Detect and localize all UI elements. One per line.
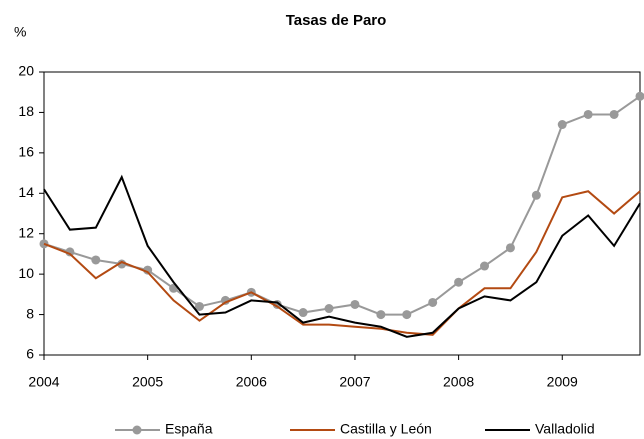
x-tick-label: 2004 xyxy=(28,374,59,390)
data-point xyxy=(531,190,541,200)
x-tick-label: 2008 xyxy=(443,374,474,390)
legend-label: Valladolid xyxy=(535,421,595,437)
y-tick-label: 14 xyxy=(18,184,34,200)
data-point xyxy=(65,247,75,257)
y-tick-label: 16 xyxy=(18,144,34,160)
chart-title: Tasas de Paro xyxy=(286,12,387,29)
data-point xyxy=(143,265,153,275)
data-point xyxy=(117,259,127,269)
y-tick-label: 18 xyxy=(18,103,34,119)
series-line xyxy=(43,174,641,338)
data-point xyxy=(583,109,593,119)
x-tick-label: 2009 xyxy=(547,374,578,390)
plot-area xyxy=(43,71,641,356)
x-tick-label: 2005 xyxy=(132,374,163,390)
data-point xyxy=(376,310,386,320)
x-tick-label: 2006 xyxy=(236,374,267,390)
y-tick-label: 8 xyxy=(26,305,34,321)
y-tick-label: 12 xyxy=(18,224,34,240)
y-tick-label: 20 xyxy=(18,63,34,79)
data-point xyxy=(220,295,230,305)
data-point xyxy=(557,120,567,130)
data-point xyxy=(635,91,644,101)
data-point xyxy=(324,304,334,314)
data-point xyxy=(194,301,204,311)
data-point xyxy=(480,261,490,271)
data-point xyxy=(91,255,101,265)
series-line xyxy=(43,190,641,336)
data-point xyxy=(609,109,619,119)
y-tick-label: 10 xyxy=(18,265,34,281)
legend-marker xyxy=(132,425,142,435)
data-point xyxy=(298,308,308,318)
data-point xyxy=(350,299,360,309)
y-tick-label: 6 xyxy=(26,346,34,362)
data-point xyxy=(505,243,515,253)
data-point xyxy=(402,310,412,320)
data-point xyxy=(454,277,464,287)
legend-label: España xyxy=(165,421,213,437)
x-tick-label: 2007 xyxy=(339,374,370,390)
y-axis-label: % xyxy=(14,24,26,40)
data-point xyxy=(428,297,438,307)
legend-label: Castilla y León xyxy=(340,421,432,437)
